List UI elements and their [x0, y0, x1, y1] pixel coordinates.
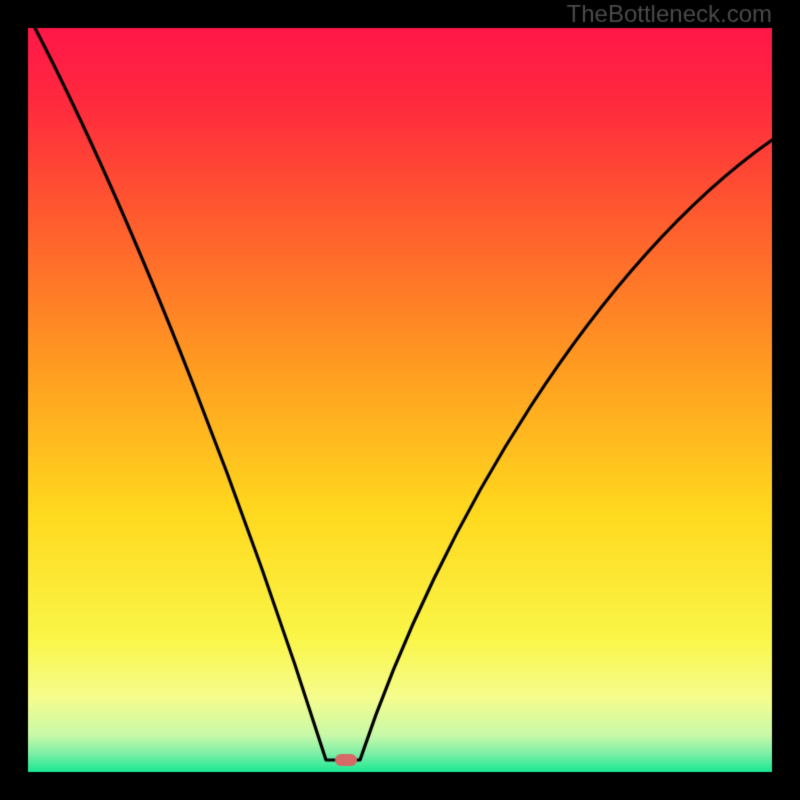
bottleneck-chart — [0, 0, 800, 800]
